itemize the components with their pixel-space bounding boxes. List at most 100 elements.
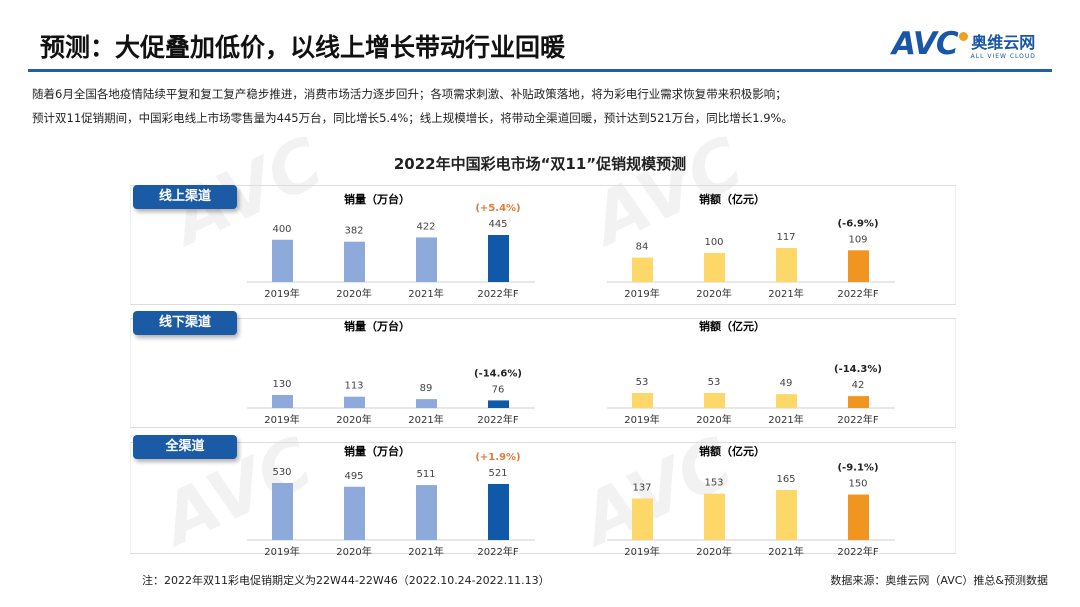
- data-label: 84: [636, 242, 649, 253]
- bar-2020年: [344, 396, 365, 408]
- bar-2021年: [776, 248, 797, 282]
- tick-label: 2019年: [624, 545, 659, 558]
- bar-2022年F: [488, 235, 509, 282]
- bar-2020年: [704, 393, 725, 408]
- data-label: 117: [776, 232, 795, 243]
- tick-label: 2020年: [696, 413, 731, 426]
- bar-2021年: [416, 485, 437, 540]
- tab-all-channel: 全渠道: [133, 435, 237, 459]
- logo-text: AVC: [892, 26, 959, 62]
- data-label: 495: [344, 471, 363, 482]
- data-label: 53: [708, 377, 721, 388]
- chart-subtitle: 销量（万台）: [344, 319, 410, 333]
- data-label: 153: [704, 478, 723, 489]
- logo-en: ALL VIEW CLOUD: [970, 52, 1036, 60]
- bar-2021年: [776, 394, 797, 408]
- chart-subtitle: 销额（亿元）: [699, 444, 765, 458]
- data-label: 49: [780, 378, 793, 389]
- tick-label: 2022年F: [837, 545, 878, 558]
- bar-2022年F: [848, 396, 869, 408]
- footnote: 注：2022年双11彩电促销期定义为22W44-22W46（2022.10.24…: [142, 574, 550, 587]
- page-title: 预测：大促叠加低价，以线上增长带动行业回暖: [40, 33, 566, 62]
- growth-annotation: (-14.3%): [834, 364, 882, 375]
- data-label: 89: [420, 383, 433, 394]
- bar-2020年: [344, 241, 365, 282]
- bar-2020年: [704, 493, 725, 540]
- data-label: 109: [848, 234, 867, 245]
- bar-2019年: [272, 395, 293, 408]
- logo-cn: 奥维云网: [971, 32, 1036, 52]
- tick-label: 2021年: [768, 287, 803, 300]
- intro-line-2: 预计双11促销期间，中国彩电线上市场零售量为445万台，同比增长5.4%；线上规…: [32, 111, 793, 125]
- chart-subtitle: 销额（亿元）: [699, 192, 765, 206]
- data-label: 382: [344, 226, 363, 237]
- bar-2019年: [272, 239, 293, 282]
- data-label: 42: [852, 380, 865, 391]
- tick-label: 2020年: [696, 545, 731, 558]
- bar-2022年F: [488, 400, 509, 408]
- tick-label: 2020年: [336, 545, 371, 558]
- bar-2021年: [776, 490, 797, 540]
- data-label: 130: [272, 379, 291, 390]
- data-label: 521: [488, 468, 507, 479]
- tick-label: 2021年: [768, 413, 803, 426]
- intro-line-1: 随着6月全国各地疫情陆续平复和复工复产稳步推进，消费市场活力逐步回升；各项需求刺…: [32, 87, 787, 101]
- bar-2020年: [704, 252, 725, 282]
- growth-annotation: (+5.4%): [475, 203, 520, 214]
- tick-label: 2019年: [624, 413, 659, 426]
- tick-label: 2022年F: [837, 413, 878, 426]
- tick-label: 2021年: [768, 545, 803, 558]
- tab-online: 线上渠道: [133, 185, 237, 209]
- tick-label: 2021年: [408, 287, 443, 300]
- tick-label: 2022年F: [837, 287, 878, 300]
- tick-label: 2022年F: [477, 287, 518, 300]
- logo-dot-icon: [958, 32, 968, 41]
- tick-label: 2019年: [264, 545, 299, 558]
- growth-annotation: (-9.1%): [837, 463, 878, 474]
- tick-label: 2022年F: [477, 545, 518, 558]
- bar-2021年: [416, 237, 437, 282]
- tick-label: 2019年: [264, 413, 299, 426]
- data-label: 137: [632, 482, 651, 493]
- data-label: 422: [416, 221, 435, 232]
- tick-label: 2020年: [336, 287, 371, 300]
- data-label: 530: [272, 467, 291, 478]
- data-label: 113: [344, 381, 363, 392]
- tick-label: 2020年: [336, 413, 371, 426]
- tick-label: 2021年: [408, 413, 443, 426]
- tab-offline: 线下渠道: [133, 311, 237, 335]
- bar-2022年F: [848, 250, 869, 282]
- panel-offline: [130, 318, 956, 428]
- bar-2019年: [272, 483, 293, 540]
- data-label: 165: [776, 474, 795, 485]
- chart-subtitle: 销量（万台）: [344, 444, 410, 458]
- data-label: 150: [848, 479, 867, 490]
- data-source: 数据来源：奥维云网（AVC）推总&预测数据: [830, 574, 1048, 587]
- tick-label: 2019年: [264, 287, 299, 300]
- data-label: 100: [704, 237, 723, 248]
- panel-online: [130, 185, 956, 305]
- header-divider: [28, 69, 1052, 72]
- bar-2021年: [416, 399, 437, 408]
- data-label: 511: [416, 469, 435, 480]
- chart-subtitle: 销额（亿元）: [699, 319, 765, 333]
- bar-2019年: [632, 498, 653, 540]
- bar-2022年F: [848, 494, 869, 540]
- bar-2019年: [632, 393, 653, 408]
- growth-annotation: (+1.9%): [475, 452, 520, 463]
- data-label: 445: [488, 219, 507, 230]
- data-label: 76: [492, 384, 505, 395]
- bar-2022年F: [488, 483, 509, 540]
- tick-label: 2022年F: [477, 413, 518, 426]
- data-label: 53: [636, 377, 649, 388]
- avc-logo: AVC 奥维云网 ALL VIEW CLOUD: [892, 26, 1036, 62]
- chart-subtitle: 销量（万台）: [344, 192, 410, 206]
- growth-annotation: (-14.6%): [474, 368, 522, 379]
- panel-all: [130, 442, 956, 554]
- growth-annotation: (-6.9%): [837, 218, 878, 229]
- bar-2020年: [344, 486, 365, 540]
- bar-2019年: [632, 257, 653, 282]
- tick-label: 2021年: [408, 545, 443, 558]
- tick-label: 2019年: [624, 287, 659, 300]
